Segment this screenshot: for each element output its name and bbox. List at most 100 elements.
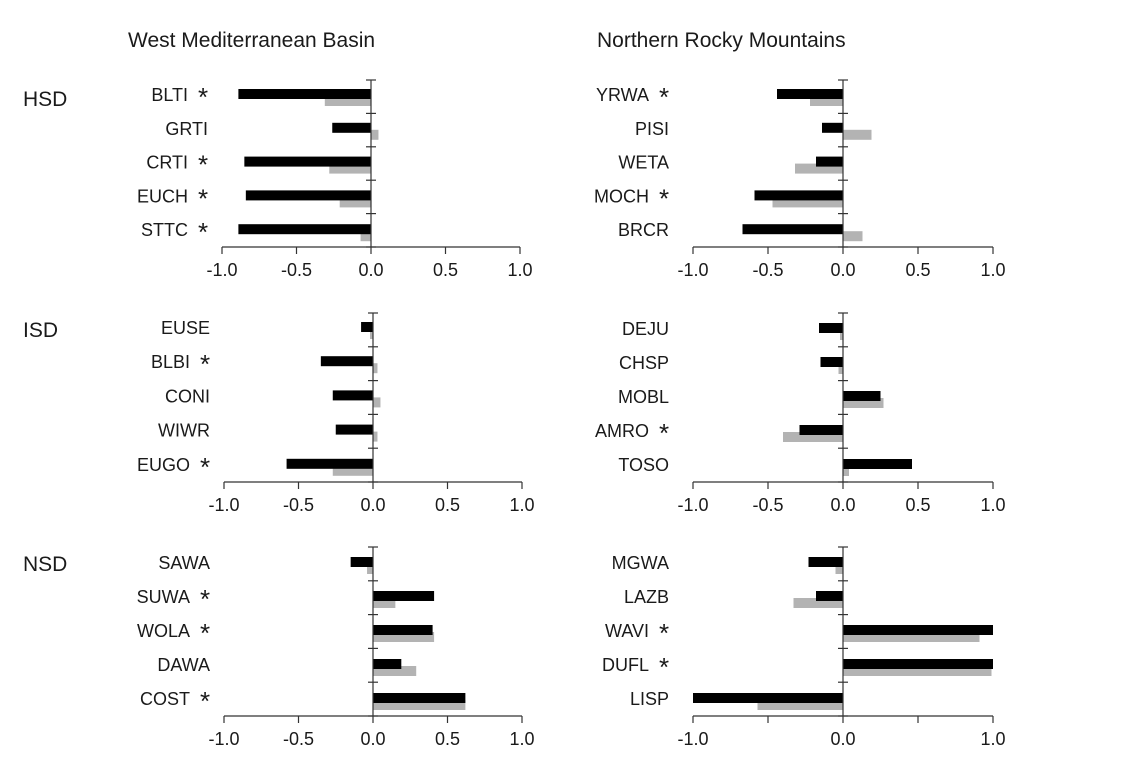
bar-light-amro	[783, 432, 843, 442]
x-tick-label: -1.0	[206, 260, 237, 280]
category-label-wavi: WAVI	[605, 621, 649, 641]
x-tick-label: 1.0	[509, 495, 534, 515]
bar-dark-wola	[373, 625, 433, 635]
significance-mark-euch: *	[198, 183, 208, 213]
bar-dark-coni	[332, 390, 373, 401]
bar-dark-toso	[843, 459, 912, 469]
category-label-yrwa: YRWA	[596, 85, 649, 105]
bar-light-toso	[843, 466, 849, 476]
panel-nsd-northern-rocky: MGWA LAZB WAVI * DUFL * LISP -1.0 0.0 1.0	[602, 546, 1006, 749]
bar-dark-grti	[332, 122, 371, 133]
x-tick-label: 1.0	[509, 729, 534, 749]
category-label-blti: BLTI	[151, 85, 188, 105]
bar-light-grti	[371, 129, 379, 140]
significance-mark-wavi: *	[659, 618, 669, 648]
x-tick-label: 0.0	[360, 729, 385, 749]
bar-light-lisp	[757, 700, 843, 710]
significance-mark-yrwa: *	[659, 82, 669, 112]
panel-hsd-west-mediterranean: BLTI * GRTI CRTI * EUCH * STTC * -1.0 -0.5 0.0 0.5 1.…	[137, 79, 533, 280]
bar-light-deju	[840, 330, 843, 340]
x-tick-label: 1.0	[980, 729, 1005, 749]
x-tick-label: 0.0	[358, 260, 383, 280]
significance-mark-crti: *	[198, 150, 208, 180]
bar-light-blbi	[373, 363, 378, 374]
bar-dark-crti	[244, 156, 371, 167]
category-label-wola: WOLA	[137, 621, 190, 641]
bar-dark-blbi	[320, 356, 373, 367]
bar-light-brcr	[843, 231, 863, 242]
x-tick-label: 1.0	[980, 495, 1005, 515]
bar-dark-brcr	[742, 224, 843, 235]
category-label-moch: MOCH	[594, 186, 649, 206]
x-tick-label: 0.5	[905, 495, 930, 515]
bar-light-dufl	[843, 666, 992, 676]
column-title-west-mediterranean: West Mediterranean Basin	[128, 29, 375, 52]
x-tick-label: -1.0	[208, 495, 239, 515]
x-tick-label: -1.0	[677, 729, 708, 749]
significance-mark-cost: *	[200, 686, 210, 716]
bar-dark-deju	[819, 323, 843, 333]
category-label-mgwa: MGWA	[612, 553, 669, 573]
x-tick-label: 0.5	[435, 729, 460, 749]
category-label-blbi: BLBI	[151, 352, 190, 372]
bar-dark-lisp	[693, 693, 843, 703]
x-tick-label: -1.0	[677, 495, 708, 515]
significance-mark-dufl: *	[659, 652, 669, 682]
x-tick-label: 0.0	[830, 260, 855, 280]
bar-dark-sttc	[238, 224, 371, 235]
category-label-coni: CONI	[165, 386, 210, 406]
bar-light-sttc	[360, 231, 371, 242]
x-tick-label: -0.5	[283, 495, 314, 515]
bar-dark-wiwr	[335, 424, 373, 435]
bar-light-eugo	[332, 465, 373, 476]
x-tick-label: -0.5	[283, 729, 314, 749]
bar-dark-yrwa	[777, 89, 843, 99]
bar-dark-blti	[238, 89, 371, 99]
significance-mark-moch: *	[659, 183, 669, 213]
row-label-isd: ISD	[23, 319, 58, 342]
bar-dark-euse	[361, 322, 373, 332]
significance-mark-amro: *	[659, 418, 669, 448]
category-label-cost: COST	[140, 689, 190, 709]
bar-light-euse	[370, 329, 373, 339]
significance-mark-eugo: *	[200, 452, 210, 482]
category-label-deju: DEJU	[622, 319, 669, 339]
bar-light-weta	[795, 163, 843, 174]
bar-dark-mgwa	[808, 557, 843, 567]
x-tick-label: 0.0	[830, 729, 855, 749]
bar-light-sawa	[367, 564, 373, 574]
significance-mark-sttc: *	[198, 217, 208, 247]
bar-dark-wavi	[843, 625, 993, 635]
bar-dark-weta	[816, 156, 843, 167]
bar-light-suwa	[373, 598, 396, 608]
bar-light-blti	[324, 96, 371, 106]
category-label-dawa: DAWA	[157, 655, 210, 675]
category-label-dufl: DUFL	[602, 655, 649, 675]
bar-dark-sawa	[350, 557, 373, 567]
x-tick-label: 0.0	[360, 495, 385, 515]
x-tick-label: -0.5	[752, 260, 783, 280]
bar-light-chsp	[838, 364, 843, 374]
panel-nsd-west-mediterranean: SAWA SUWA * WOLA * DAWA COST * -1.0 -0.5 0.0 0.5 1.0	[137, 546, 535, 749]
bar-dark-amro	[799, 425, 843, 435]
row-label-nsd: NSD	[23, 553, 67, 576]
significance-mark-wola: *	[200, 618, 210, 648]
category-label-suwa: SUWA	[137, 587, 190, 607]
category-label-chsp: CHSP	[619, 353, 669, 373]
significance-mark-suwa: *	[200, 584, 210, 614]
x-tick-label: -1.0	[677, 260, 708, 280]
x-tick-label: 1.0	[507, 260, 532, 280]
category-label-weta: WETA	[618, 153, 669, 173]
bar-dark-lazb	[816, 591, 843, 601]
panel-isd-northern-rocky: DEJU CHSP MOBL AMRO * TOSO -1.0 -0.5 0.0 0.5 1.0	[595, 312, 1006, 515]
category-label-sttc: STTC	[141, 220, 188, 240]
category-label-pisi: PISI	[635, 119, 669, 139]
bar-light-wavi	[843, 632, 980, 642]
bar-dark-cost	[373, 693, 466, 703]
category-label-toso: TOSO	[618, 455, 669, 475]
panel-hsd-northern-rocky: YRWA * PISI WETA MOCH * BRCR -1.0 -0.5 0.0 0.5 1.0	[594, 79, 1006, 280]
bar-dark-chsp	[820, 357, 843, 367]
bar-dark-suwa	[373, 591, 435, 601]
category-label-lazb: LAZB	[624, 587, 669, 607]
